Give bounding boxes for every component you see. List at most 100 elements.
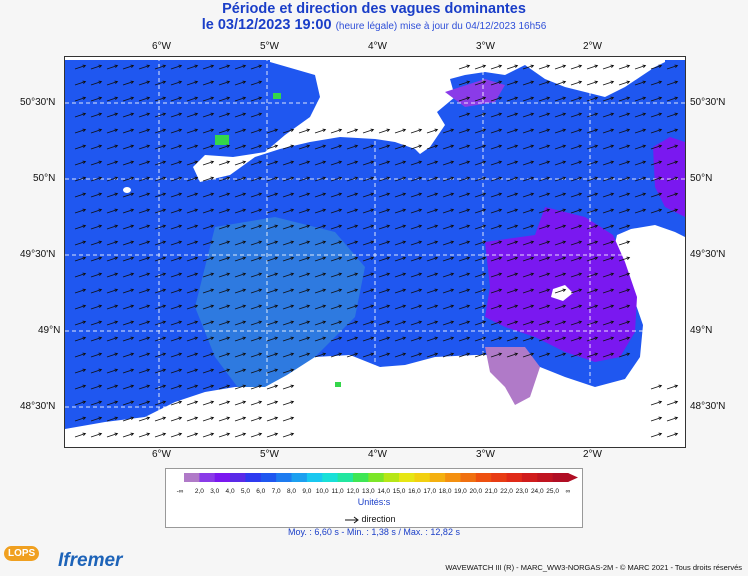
- direction-arrow: [90, 400, 103, 406]
- direction-arrow: [74, 272, 87, 278]
- direction-arrow: [90, 272, 103, 278]
- direction-arrow: [122, 368, 135, 374]
- direction-arrow: [346, 336, 359, 342]
- direction-arrow: [202, 128, 215, 134]
- wave-period-map[interactable]: [64, 56, 686, 448]
- direction-arrow: [442, 144, 455, 150]
- map-subtitle: le 03/12/2023 19:00 (heure légale) mise …: [0, 17, 748, 33]
- bay-region: [485, 207, 637, 362]
- direction-arrow: [186, 208, 199, 214]
- direction-arrow: [106, 64, 119, 70]
- direction-arrow: [234, 256, 247, 262]
- direction-arrow: [106, 112, 119, 118]
- direction-arrow: [266, 304, 279, 310]
- direction-arrow: [362, 320, 375, 326]
- direction-arrow: [90, 336, 103, 342]
- direction-arrow: [586, 336, 599, 342]
- direction-arrow: [554, 272, 567, 278]
- direction-arrow: [474, 192, 487, 198]
- direction-arrow: [410, 352, 423, 358]
- direction-arrow: [122, 320, 135, 326]
- direction-arrow: [458, 80, 471, 86]
- direction-arrow: [138, 352, 151, 358]
- lat-tick-left: 50°30'N: [20, 97, 56, 108]
- direction-arrow: [506, 128, 519, 134]
- direction-arrow: [554, 240, 567, 246]
- direction-arrow: [106, 336, 119, 342]
- legend-tick-label: ∞: [566, 488, 571, 495]
- direction-arrow: [106, 368, 119, 374]
- legend-arrow: [568, 473, 578, 482]
- direction-arrow: [106, 160, 119, 166]
- direction-arrow: [122, 400, 135, 406]
- direction-arrow: [170, 416, 183, 422]
- direction-arrow: [602, 112, 615, 118]
- direction-arrow: [426, 256, 439, 262]
- direction-arrow: [250, 416, 263, 422]
- direction-arrow: [506, 224, 519, 230]
- direction-arrow: [490, 288, 503, 294]
- direction-arrow: [282, 368, 295, 374]
- direction-arrow: [90, 256, 103, 262]
- coastal-patch: [215, 135, 229, 145]
- direction-arrow: [250, 304, 263, 310]
- update-note: (heure légale) mise à jour du 04/12/2023…: [335, 21, 547, 32]
- direction-arrow: [218, 192, 231, 198]
- legend-swatch: [214, 473, 231, 482]
- direction-arrow: [474, 224, 487, 230]
- direction-arrow: [474, 80, 487, 86]
- graticule: [65, 57, 685, 447]
- direction-arrow: [154, 288, 167, 294]
- legend-swatch: [414, 473, 431, 482]
- direction-arrow: [314, 144, 327, 150]
- direction-arrow: [138, 400, 151, 406]
- direction-arrow: [314, 176, 327, 182]
- direction-arrow: [570, 96, 583, 102]
- direction-arrow: [154, 240, 167, 246]
- direction-arrow: [250, 112, 263, 118]
- direction-arrow: [458, 256, 471, 262]
- direction-arrow: [250, 80, 263, 86]
- direction-arrow: [314, 208, 327, 214]
- direction-arrow: [394, 256, 407, 262]
- direction-arrow: [186, 144, 199, 150]
- direction-arrow: [154, 144, 167, 150]
- direction-arrow: [266, 416, 279, 422]
- legend-swatch: [245, 473, 262, 482]
- direction-arrow: [74, 416, 87, 422]
- direction-arrow: [122, 64, 135, 70]
- direction-label: direction: [361, 514, 396, 524]
- direction-arrow: [106, 320, 119, 326]
- direction-arrow: [570, 176, 583, 182]
- direction-arrow: [234, 160, 247, 166]
- direction-arrow: [426, 144, 439, 150]
- direction-arrow: [650, 400, 663, 406]
- direction-arrow: [362, 288, 375, 294]
- direction-arrow: [522, 352, 535, 358]
- direction-arrow: [314, 256, 327, 262]
- legend-tick-label: 8,0: [287, 488, 296, 495]
- direction-arrow: [154, 112, 167, 118]
- direction-arrow: [522, 208, 535, 214]
- direction-arrow: [490, 320, 503, 326]
- direction-arrow: [410, 144, 423, 150]
- direction-arrow: [618, 320, 631, 326]
- direction-arrow: [506, 144, 519, 150]
- direction-arrow: [426, 288, 439, 294]
- direction-arrow: [170, 336, 183, 342]
- direction-arrow: [410, 192, 423, 198]
- direction-arrow: [298, 128, 311, 134]
- direction-arrow: [202, 80, 215, 86]
- direction-arrow: [202, 384, 215, 390]
- direction-arrow: [522, 320, 535, 326]
- direction-arrow: [250, 320, 263, 326]
- direction-arrow: [474, 176, 487, 182]
- direction-arrow: [314, 160, 327, 166]
- direction-arrow: [618, 192, 631, 198]
- direction-arrow: [650, 176, 663, 182]
- direction-arrow: [186, 304, 199, 310]
- direction-arrow: [250, 240, 263, 246]
- direction-arrow: [522, 160, 535, 166]
- direction-arrow: [90, 176, 103, 182]
- direction-arrow: [378, 256, 391, 262]
